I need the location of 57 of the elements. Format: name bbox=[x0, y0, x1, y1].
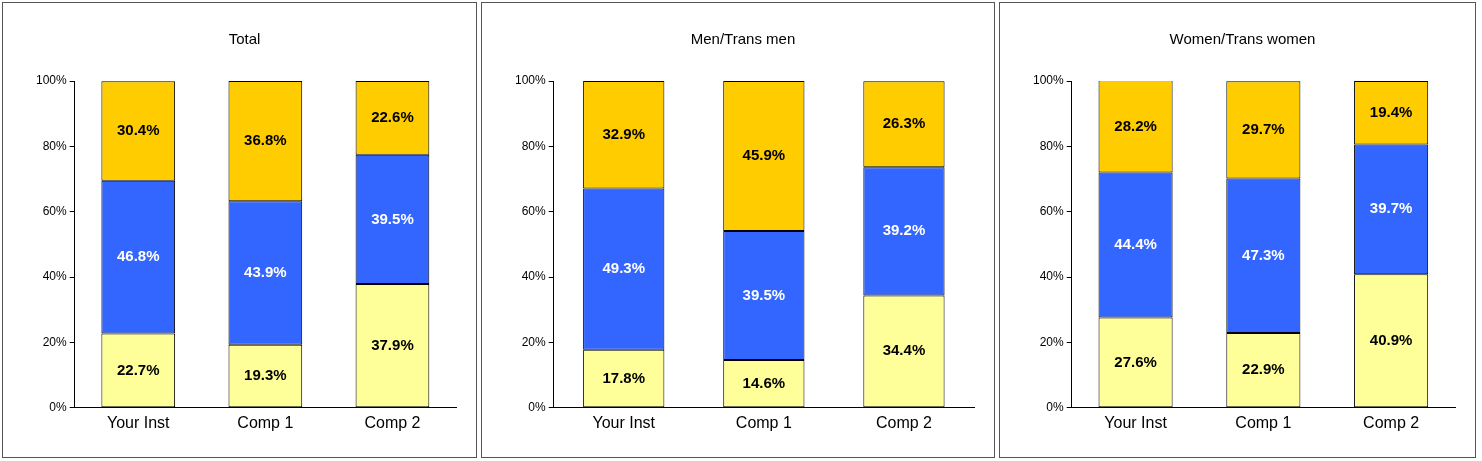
x-tick-label: Comp 1 bbox=[735, 413, 792, 431]
y-tick-label: 0% bbox=[49, 400, 68, 415]
data-label: 46.8% bbox=[116, 247, 160, 265]
data-label: 22.9% bbox=[1242, 360, 1285, 378]
y-tick-label: 60% bbox=[42, 204, 68, 219]
x-tick-label: Your Inst bbox=[106, 413, 171, 431]
y-tick-label: 0% bbox=[528, 400, 547, 415]
data-label: 47.3% bbox=[1242, 245, 1285, 263]
y-tick-label: 100% bbox=[1032, 73, 1065, 88]
chart-title: Total bbox=[228, 30, 261, 48]
data-label: 44.4% bbox=[1114, 235, 1157, 253]
x-tick-label: Your Inst bbox=[1104, 413, 1168, 431]
x-tick-label: Comp 2 bbox=[364, 413, 421, 431]
chart-title: Women/Trans women bbox=[1169, 30, 1316, 48]
data-label: 39.5% bbox=[742, 285, 786, 303]
y-tick-label: 80% bbox=[521, 138, 547, 153]
data-label: 40.9% bbox=[1369, 330, 1413, 348]
data-label: 29.7% bbox=[1242, 120, 1285, 137]
data-label: 39.5% bbox=[371, 209, 414, 227]
data-label: 19.4% bbox=[1369, 102, 1413, 120]
data-label: 22.6% bbox=[371, 108, 414, 126]
y-tick-label: 80% bbox=[1039, 138, 1065, 153]
data-label: 22.7% bbox=[116, 360, 160, 378]
data-label: 14.6% bbox=[742, 373, 786, 391]
data-label: 36.8% bbox=[244, 131, 287, 149]
x-tick-label: Comp 2 bbox=[1363, 413, 1420, 431]
y-tick-label: 40% bbox=[521, 269, 547, 284]
data-label: 32.9% bbox=[602, 124, 646, 142]
data-label: 28.2% bbox=[1114, 116, 1157, 134]
x-tick-label: Comp 1 bbox=[1235, 413, 1292, 431]
y-tick-label: 0% bbox=[1046, 400, 1065, 415]
data-label: 43.9% bbox=[244, 263, 287, 281]
y-tick-label: 20% bbox=[42, 334, 68, 349]
y-tick-label: 60% bbox=[1039, 204, 1065, 219]
x-tick-label: Comp 1 bbox=[237, 413, 294, 431]
data-label: 27.6% bbox=[1114, 352, 1157, 370]
data-label: 45.9% bbox=[742, 146, 786, 164]
y-tick-label: 40% bbox=[42, 269, 68, 284]
data-label: 39.7% bbox=[1369, 199, 1413, 217]
data-label: 17.8% bbox=[602, 368, 646, 386]
y-tick-label: 20% bbox=[1039, 334, 1065, 349]
y-tick-label: 100% bbox=[514, 73, 547, 88]
y-tick-label: 100% bbox=[35, 73, 68, 88]
data-label: 37.9% bbox=[371, 335, 414, 353]
data-label: 39.2% bbox=[882, 221, 926, 239]
x-tick-label: Your Inst bbox=[592, 413, 656, 431]
data-label: 34.4% bbox=[882, 341, 926, 359]
data-label: 30.4% bbox=[116, 121, 160, 139]
data-label: 49.3% bbox=[602, 259, 646, 277]
y-tick-label: 60% bbox=[521, 204, 547, 219]
y-tick-label: 40% bbox=[1039, 269, 1065, 284]
chart-title: Men/Trans men bbox=[690, 30, 796, 48]
y-tick-label: 80% bbox=[42, 138, 68, 153]
x-tick-label: Comp 2 bbox=[875, 413, 933, 431]
y-tick-label: 20% bbox=[521, 334, 547, 349]
data-label: 26.3% bbox=[882, 114, 926, 132]
data-label: 19.3% bbox=[244, 366, 287, 384]
